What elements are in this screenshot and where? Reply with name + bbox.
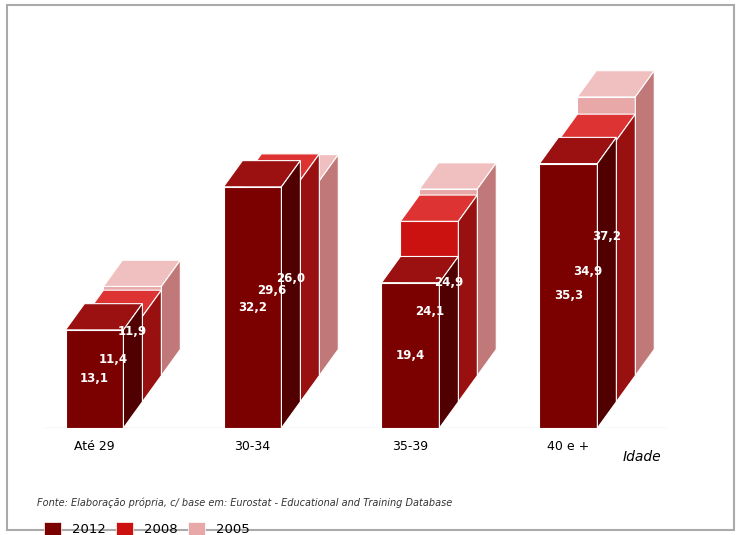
Polygon shape	[300, 154, 319, 402]
Polygon shape	[400, 221, 459, 402]
Polygon shape	[84, 290, 162, 316]
Text: 24,9: 24,9	[433, 276, 463, 289]
Polygon shape	[617, 114, 635, 402]
Polygon shape	[439, 256, 459, 428]
Polygon shape	[124, 304, 142, 428]
Polygon shape	[559, 114, 635, 140]
Text: 32,2: 32,2	[238, 301, 267, 314]
Polygon shape	[282, 160, 300, 428]
Polygon shape	[597, 137, 617, 428]
Text: 24,1: 24,1	[415, 305, 444, 318]
Polygon shape	[419, 189, 477, 376]
Polygon shape	[224, 187, 282, 428]
Polygon shape	[539, 164, 597, 428]
Text: 35,3: 35,3	[554, 289, 583, 302]
Polygon shape	[65, 330, 124, 428]
Polygon shape	[104, 286, 162, 376]
Polygon shape	[262, 181, 319, 376]
Polygon shape	[319, 155, 339, 376]
Text: 19,4: 19,4	[396, 349, 425, 362]
Text: 13,1: 13,1	[80, 372, 109, 385]
Polygon shape	[142, 290, 162, 402]
Polygon shape	[65, 304, 142, 330]
Polygon shape	[104, 260, 180, 286]
Polygon shape	[577, 71, 654, 97]
Polygon shape	[382, 282, 439, 428]
Polygon shape	[84, 316, 142, 402]
Legend: 2012, 2008, 2005: 2012, 2008, 2005	[39, 517, 255, 535]
Polygon shape	[559, 140, 617, 402]
Text: Fonte: Elaboração própria, c/ base em: Eurostat - Educational and Training Datab: Fonte: Elaboração própria, c/ base em: E…	[37, 497, 452, 508]
Polygon shape	[577, 97, 635, 376]
Text: 37,2: 37,2	[592, 230, 621, 243]
Text: Idade: Idade	[623, 450, 662, 464]
Polygon shape	[539, 137, 617, 164]
Polygon shape	[262, 155, 339, 181]
Text: 34,9: 34,9	[573, 265, 602, 278]
Polygon shape	[162, 260, 180, 376]
Polygon shape	[400, 195, 477, 221]
Text: 26,0: 26,0	[276, 272, 305, 285]
Polygon shape	[459, 195, 477, 402]
Text: 11,9: 11,9	[118, 325, 147, 338]
Polygon shape	[242, 154, 319, 180]
Polygon shape	[419, 163, 496, 189]
Polygon shape	[477, 163, 496, 376]
Polygon shape	[382, 256, 459, 282]
Polygon shape	[635, 71, 654, 376]
Text: 29,6: 29,6	[257, 285, 286, 297]
Polygon shape	[242, 180, 300, 402]
Polygon shape	[224, 160, 300, 187]
Text: 11,4: 11,4	[99, 353, 128, 365]
